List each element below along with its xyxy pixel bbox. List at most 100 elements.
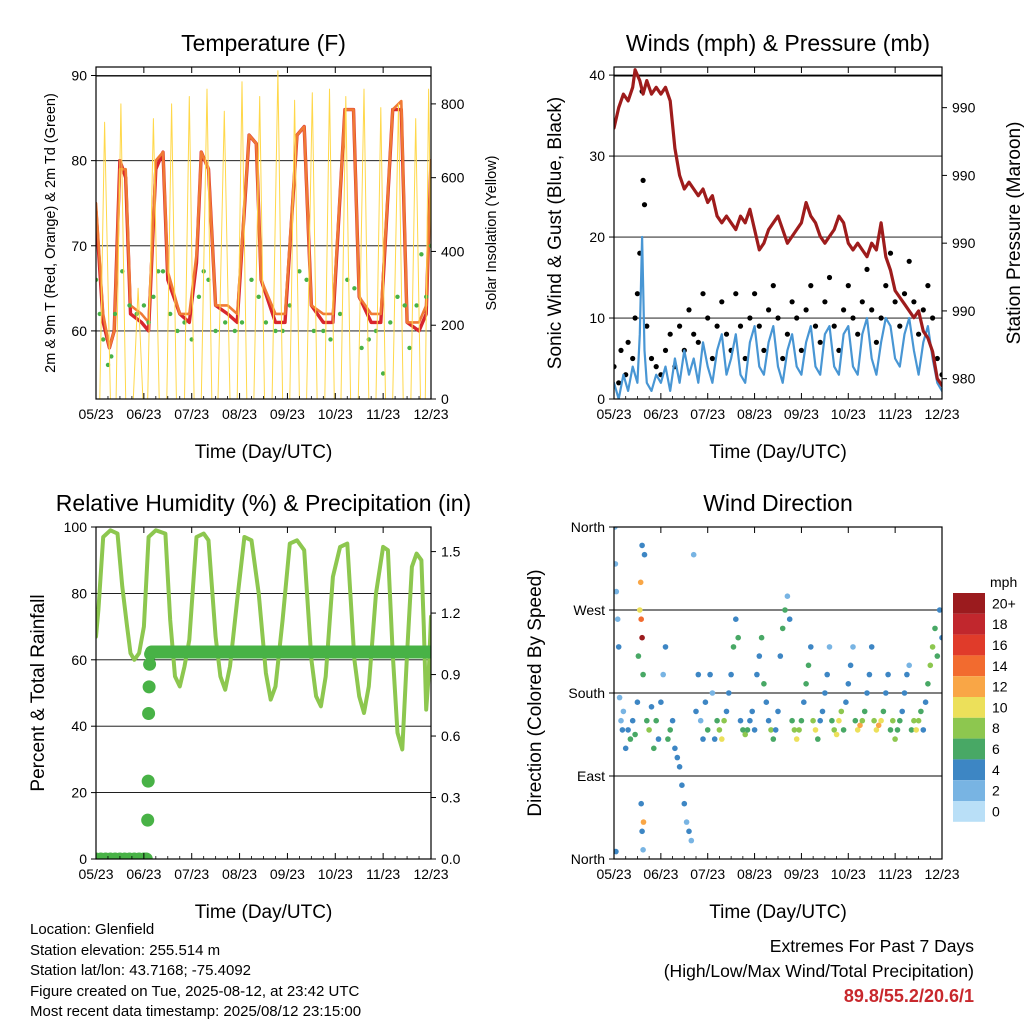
- series-point-wind-0: [653, 364, 659, 370]
- direction-point: [859, 717, 866, 724]
- direction-point: [901, 690, 908, 696]
- series-point-wind-0: [869, 307, 875, 313]
- direction-point: [761, 681, 767, 687]
- direction-point: [758, 634, 765, 641]
- series-point-temp-2: [146, 320, 151, 325]
- series-point-wind-0: [812, 323, 819, 329]
- direction-point: [789, 717, 795, 724]
- direction-point: [653, 717, 659, 724]
- direction-point: [634, 699, 641, 705]
- y-tick-label: 40: [589, 67, 605, 83]
- direction-point: [793, 736, 800, 742]
- direction-point: [733, 616, 739, 622]
- direction-point: [615, 644, 622, 650]
- y-tick-label: 60: [71, 652, 87, 668]
- direction-point: [697, 717, 704, 724]
- y2-tick-label: 990: [952, 303, 976, 319]
- direction-point: [651, 745, 657, 752]
- direction-point: [873, 727, 880, 733]
- direction-point: [640, 847, 646, 853]
- direction-point: [669, 717, 676, 724]
- series-point-temp-2: [156, 269, 161, 274]
- series-point-wind-0: [873, 339, 880, 345]
- series-point-wind-0: [920, 307, 926, 313]
- series-point-temp-2: [249, 277, 254, 282]
- series-point-temp-2: [223, 320, 228, 325]
- y2-tick-label: 990: [952, 100, 976, 116]
- series-point-temp-2: [213, 328, 218, 334]
- x-tick-label: 10/23: [831, 406, 866, 422]
- series-point-temp-2: [321, 328, 326, 334]
- series-point-wind-0: [618, 347, 624, 353]
- plot-area-wind: [614, 68, 942, 399]
- series-point-wind-0: [747, 315, 753, 321]
- legend-swatch: [953, 634, 985, 656]
- legend-label: 4: [992, 762, 1000, 778]
- direction-point: [887, 727, 894, 733]
- chart-title: Winds (mph) & Pressure (mb): [626, 30, 930, 56]
- legend-label: 2: [992, 783, 1000, 799]
- y-tick-label: 20: [71, 785, 87, 801]
- x-tick-label: 05/23: [596, 866, 631, 882]
- direction-point: [772, 727, 779, 733]
- x-tick-label: 08/23: [222, 406, 257, 422]
- direction-point: [614, 588, 620, 595]
- direction-point: [742, 731, 748, 738]
- series-point-wind-0: [737, 323, 744, 329]
- series-point-wind-0: [742, 355, 748, 362]
- series-point-wind-0: [897, 323, 903, 329]
- series-point-wind-0: [887, 250, 894, 256]
- series-point-temp-2: [160, 269, 166, 274]
- direction-point: [640, 819, 647, 825]
- direction-point: [700, 736, 706, 742]
- station-info: Location: Glenfield Station elevation: 2…: [30, 920, 361, 1023]
- y-tick-label: 100: [64, 519, 88, 535]
- legend-label: 20+: [992, 595, 1016, 611]
- direction-point: [838, 708, 845, 715]
- series-point-wind-0: [798, 347, 805, 353]
- series-point-wind-0: [803, 307, 809, 313]
- direction-point: [639, 542, 645, 549]
- series-point-wind-0: [641, 202, 648, 208]
- direction-point: [660, 671, 666, 678]
- direction-point: [679, 782, 685, 788]
- y2-tick-label: 0.0: [441, 851, 461, 867]
- x-tick-label: 07/23: [174, 406, 209, 422]
- series-point-wind-0: [939, 372, 942, 378]
- legend-swatch: [953, 613, 985, 635]
- y2-tick-label: 0.3: [441, 790, 461, 806]
- series-point-wind-0: [756, 323, 762, 329]
- direction-point: [619, 727, 626, 733]
- direction-point: [735, 634, 741, 641]
- series-point-wind-0: [934, 355, 940, 362]
- series-point-wind-0: [691, 331, 697, 337]
- legend-swatch: [953, 801, 985, 822]
- y2-axis-label: Solar Insolation (Yellow): [484, 155, 500, 310]
- direction-point: [918, 708, 924, 715]
- x-tick-label: 05/23: [596, 406, 631, 422]
- direction-point: [719, 736, 725, 742]
- legend-swatch: [953, 780, 985, 801]
- series-point-wind-0: [705, 315, 711, 321]
- series-point-wind-0: [878, 315, 884, 321]
- direction-point: [723, 708, 730, 715]
- series-line-temp-3: [96, 70, 431, 399]
- x-tick-label: 12/23: [413, 866, 448, 882]
- direction-point: [614, 527, 618, 530]
- series-point-wind-0: [695, 339, 701, 345]
- series-point-wind-0: [775, 315, 781, 321]
- y2-tick-label: 990: [952, 235, 976, 251]
- x-tick-label: 11/23: [366, 406, 400, 422]
- direction-point: [683, 819, 690, 825]
- series-point-temp-2: [101, 337, 106, 342]
- x-tick-label: 07/23: [690, 406, 725, 422]
- direction-point: [775, 708, 781, 715]
- x-tick-label: 06/23: [643, 866, 678, 882]
- direction-point: [629, 717, 636, 724]
- direction-point: [644, 717, 650, 724]
- direction-point: [638, 616, 644, 622]
- direction-point: [817, 717, 823, 724]
- y-tick-label: 0: [597, 391, 605, 407]
- x-tick-label: 10/23: [318, 406, 353, 422]
- direction-point: [927, 662, 934, 669]
